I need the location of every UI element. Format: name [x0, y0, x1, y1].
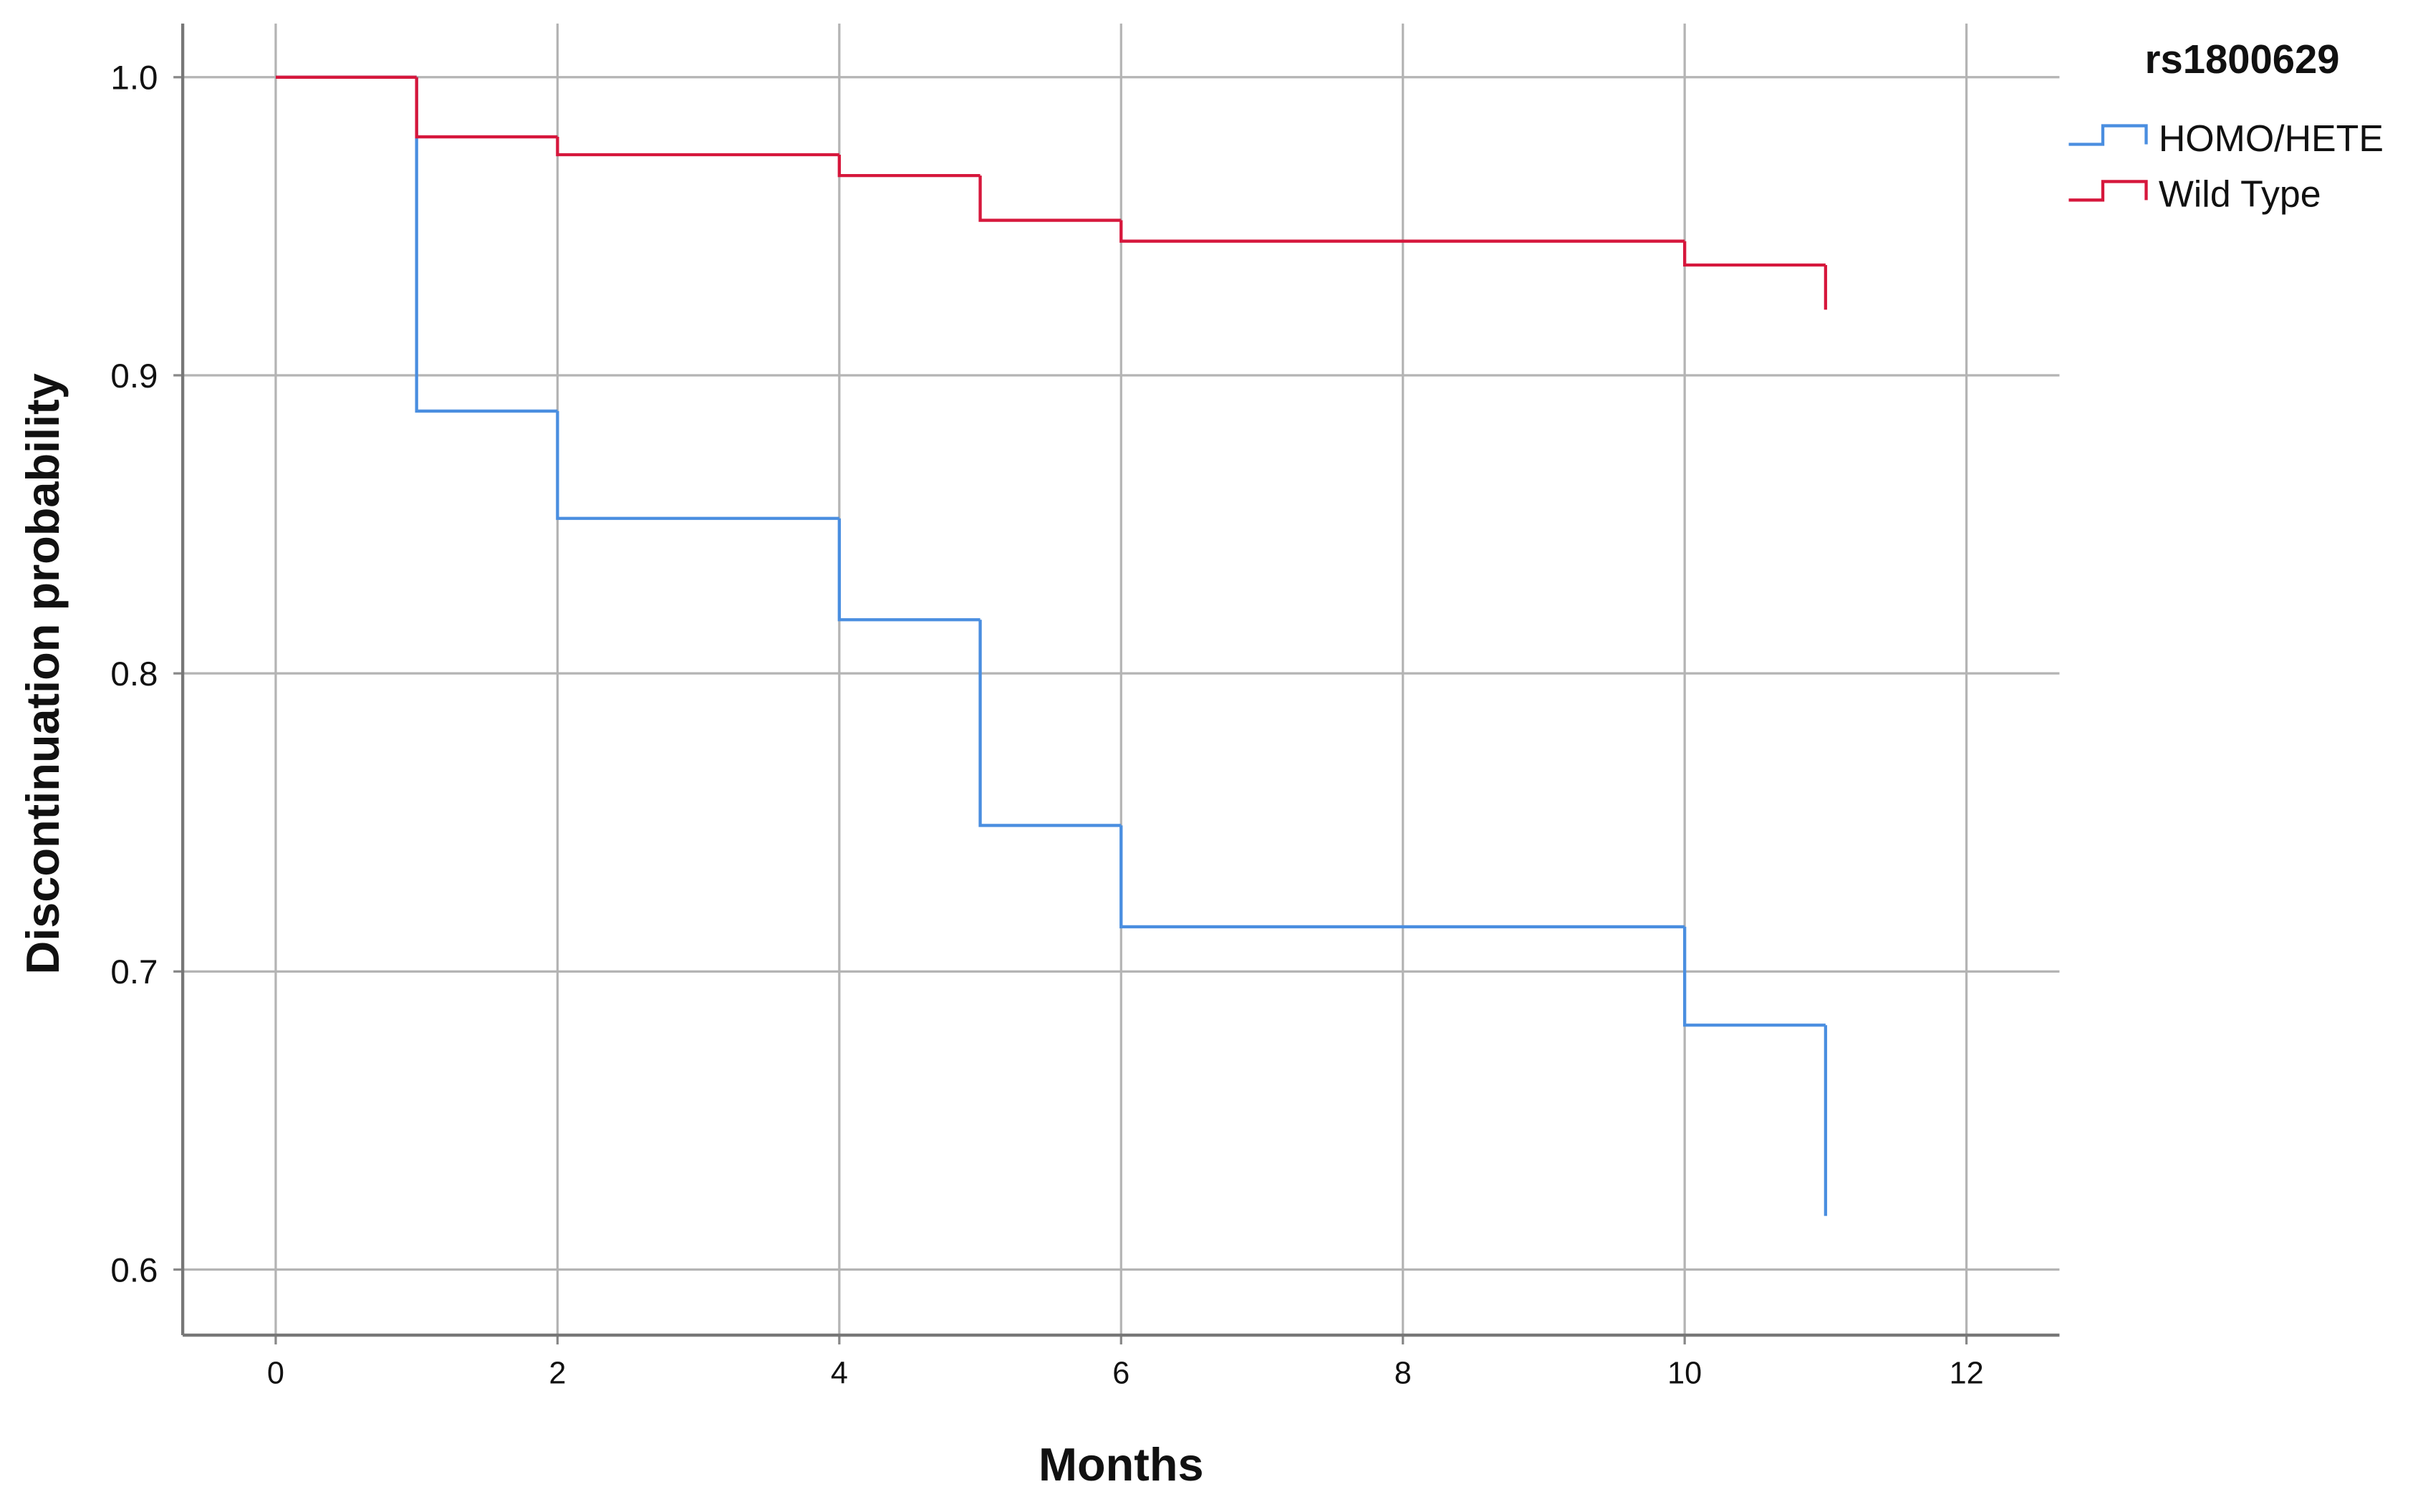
y-axis-title: Discontinuation probability — [16, 373, 69, 974]
x-tick-label: 0 — [267, 1357, 284, 1391]
step-segment — [978, 175, 1122, 222]
legend-swatch — [2068, 180, 2148, 202]
step-segment — [1682, 241, 1826, 267]
x-tick-label: 12 — [1950, 1357, 1984, 1391]
y-tick-label: 0.8 — [110, 655, 158, 693]
y-tick-label: 0.9 — [110, 357, 158, 395]
step-segment — [837, 154, 981, 178]
step-segment — [978, 620, 1122, 827]
x-axis-title: Months — [1039, 1438, 1204, 1491]
step-segment — [415, 77, 558, 139]
y-tick-label: 0.7 — [110, 953, 158, 991]
step-segment — [556, 410, 839, 520]
legend-label: Wild Type — [2159, 173, 2321, 215]
step-segment — [1119, 220, 1685, 243]
step-segment — [1682, 926, 1826, 1027]
step-segment — [556, 137, 839, 157]
step-segment — [837, 518, 981, 622]
x-tick-label: 4 — [831, 1357, 848, 1391]
legend-label: HOMO/HETE — [2159, 117, 2384, 159]
step-segment — [415, 77, 558, 413]
x-tick-label: 10 — [1667, 1357, 1702, 1391]
x-tick-label: 2 — [549, 1357, 566, 1391]
y-tick-label: 0.6 — [110, 1251, 158, 1289]
x-tick-label: 8 — [1394, 1357, 1412, 1391]
step-segment — [1119, 825, 1685, 929]
legend-title: rs1800629 — [2145, 37, 2340, 82]
y-tick-label: 1.0 — [110, 59, 158, 97]
legend-swatch — [2068, 124, 2148, 146]
x-tick-label: 6 — [1112, 1357, 1129, 1391]
